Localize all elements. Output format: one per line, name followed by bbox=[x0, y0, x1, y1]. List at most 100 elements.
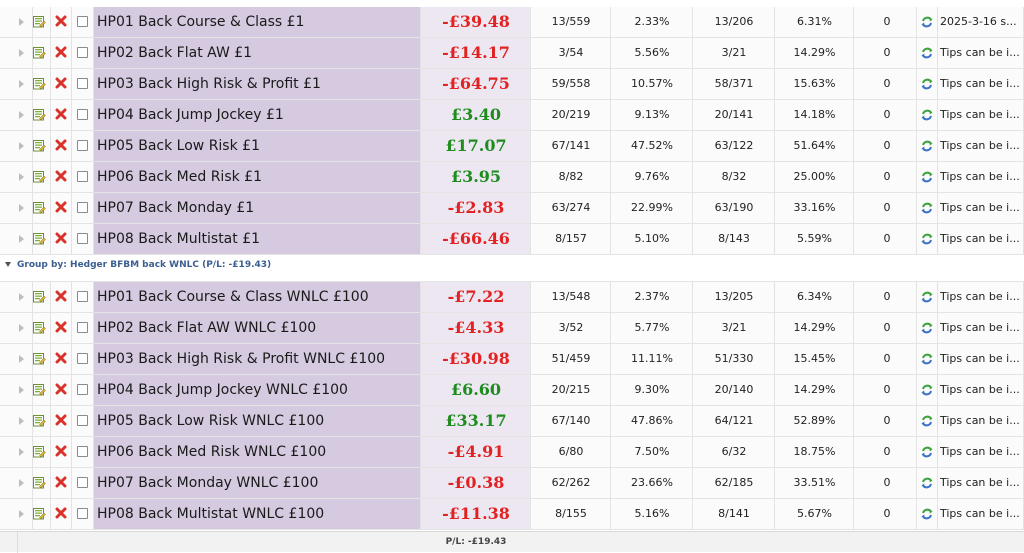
edit-icon[interactable] bbox=[33, 108, 46, 121]
refresh-icon[interactable] bbox=[920, 232, 934, 246]
refresh-icon[interactable] bbox=[920, 170, 934, 184]
edit-icon[interactable] bbox=[33, 414, 46, 427]
edit-icon[interactable] bbox=[33, 352, 46, 365]
delete-icon[interactable] bbox=[55, 201, 67, 213]
edit-icon[interactable] bbox=[33, 77, 46, 90]
expand-arrow-icon[interactable] bbox=[19, 417, 24, 425]
expand-arrow-icon[interactable] bbox=[19, 49, 24, 57]
table-row[interactable]: HP02 Back Flat AW £1 -£14.17 3/54 5.56% 3/21… bbox=[0, 38, 1024, 69]
table-row[interactable]: HP01 Back Course & Class £1 -£39.48 13/559… bbox=[0, 7, 1024, 38]
expand-arrow-icon[interactable] bbox=[19, 173, 24, 181]
grid-cell bbox=[17, 437, 33, 467]
expand-arrow-icon[interactable] bbox=[19, 386, 24, 394]
row-checkbox[interactable] bbox=[77, 16, 88, 27]
edit-icon[interactable] bbox=[33, 170, 46, 183]
expand-arrow-icon[interactable] bbox=[19, 18, 24, 26]
row-checkbox[interactable] bbox=[77, 477, 88, 488]
row-checkbox[interactable] bbox=[77, 233, 88, 244]
refresh-icon[interactable] bbox=[920, 414, 934, 428]
table-row[interactable]: HP04 Back Jump Jockey £1 £3.40 20/219 9.13%… bbox=[0, 100, 1024, 131]
row-checkbox[interactable] bbox=[77, 384, 88, 395]
table-row[interactable]: HP05 Back Low Risk £1 £17.07 67/141 47.52% 6… bbox=[0, 131, 1024, 162]
table-row[interactable]: HP06 Back Med Risk £1 £3.95 8/82 9.76% 8/32 2… bbox=[0, 162, 1024, 193]
edit-icon[interactable] bbox=[33, 507, 46, 520]
edit-icon[interactable] bbox=[33, 46, 46, 59]
delete-icon[interactable] bbox=[55, 139, 67, 151]
row-checkbox[interactable] bbox=[77, 140, 88, 151]
row-checkbox[interactable] bbox=[77, 415, 88, 426]
delete-icon[interactable] bbox=[55, 46, 67, 58]
refresh-icon[interactable] bbox=[920, 290, 934, 304]
collapse-arrow-icon[interactable] bbox=[5, 262, 11, 267]
table-row[interactable]: HP03 Back High Risk & Profit WNLC £100 -£… bbox=[0, 344, 1024, 375]
row-checkbox[interactable] bbox=[77, 508, 88, 519]
grid-cell bbox=[917, 437, 938, 467]
edit-icon[interactable] bbox=[33, 201, 46, 214]
delete-icon[interactable] bbox=[55, 15, 67, 27]
refresh-icon[interactable] bbox=[920, 352, 934, 366]
expand-arrow-icon[interactable] bbox=[19, 80, 24, 88]
table-row[interactable]: HP07 Back Monday WNLC £100 -£0.38 62/262 23… bbox=[0, 468, 1024, 499]
delete-icon[interactable] bbox=[55, 476, 67, 488]
edit-icon[interactable] bbox=[33, 476, 46, 489]
delete-icon[interactable] bbox=[55, 108, 67, 120]
expand-arrow-icon[interactable] bbox=[19, 142, 24, 150]
table-row[interactable]: HP01 Back Course & Class WNLC £100 -£7.22… bbox=[0, 282, 1024, 313]
refresh-icon[interactable] bbox=[920, 445, 934, 459]
refresh-icon[interactable] bbox=[920, 15, 934, 29]
edit-icon[interactable] bbox=[33, 15, 46, 28]
grid-cell bbox=[531, 313, 611, 343]
table-row[interactable]: HP04 Back Jump Jockey WNLC £100 £6.60 20/2… bbox=[0, 375, 1024, 406]
table-row[interactable]: HP02 Back Flat AW WNLC £100 -£4.33 3/52 5.7… bbox=[0, 313, 1024, 344]
table-row[interactable]: HP05 Back Low Risk WNLC £100 £33.17 67/140… bbox=[0, 406, 1024, 437]
edit-icon[interactable] bbox=[33, 139, 46, 152]
expand-arrow-icon[interactable] bbox=[19, 324, 24, 332]
row-checkbox[interactable] bbox=[77, 109, 88, 120]
row-checkbox[interactable] bbox=[77, 353, 88, 364]
row-checkbox[interactable] bbox=[77, 202, 88, 213]
row-checkbox[interactable] bbox=[77, 446, 88, 457]
row-checkbox[interactable] bbox=[77, 322, 88, 333]
expand-arrow-icon[interactable] bbox=[19, 111, 24, 119]
expand-arrow-icon[interactable] bbox=[19, 235, 24, 243]
refresh-icon[interactable] bbox=[920, 383, 934, 397]
refresh-icon[interactable] bbox=[920, 321, 934, 335]
table-row[interactable]: HP06 Back Med Risk WNLC £100 -£4.91 6/80 7.… bbox=[0, 437, 1024, 468]
table-row[interactable]: HP08 Back Multistat WNLC £100 -£11.38 8/15… bbox=[0, 499, 1024, 530]
row-checkbox[interactable] bbox=[77, 47, 88, 58]
edit-icon[interactable] bbox=[33, 290, 46, 303]
row-checkbox[interactable] bbox=[77, 291, 88, 302]
refresh-icon[interactable] bbox=[920, 139, 934, 153]
expand-arrow-icon[interactable] bbox=[19, 510, 24, 518]
refresh-icon[interactable] bbox=[920, 46, 934, 60]
expand-arrow-icon[interactable] bbox=[19, 204, 24, 212]
delete-icon[interactable] bbox=[55, 290, 67, 302]
edit-icon[interactable] bbox=[33, 383, 46, 396]
delete-icon[interactable] bbox=[55, 321, 67, 333]
delete-icon[interactable] bbox=[55, 170, 67, 182]
row-checkbox[interactable] bbox=[77, 78, 88, 89]
delete-icon[interactable] bbox=[55, 383, 67, 395]
refresh-icon[interactable] bbox=[920, 201, 934, 215]
delete-icon[interactable] bbox=[55, 77, 67, 89]
expand-arrow-icon[interactable] bbox=[19, 293, 24, 301]
row-checkbox[interactable] bbox=[77, 171, 88, 182]
expand-arrow-icon[interactable] bbox=[19, 355, 24, 363]
table-row[interactable]: HP07 Back Monday £1 -£2.83 63/274 22.99% 63/… bbox=[0, 193, 1024, 224]
refresh-icon[interactable] bbox=[920, 108, 934, 122]
refresh-icon[interactable] bbox=[920, 476, 934, 490]
delete-icon[interactable] bbox=[55, 414, 67, 426]
delete-icon[interactable] bbox=[55, 232, 67, 244]
edit-icon[interactable] bbox=[33, 445, 46, 458]
table-row[interactable]: HP03 Back High Risk & Profit £1 -£64.75 59… bbox=[0, 69, 1024, 100]
expand-arrow-icon[interactable] bbox=[19, 448, 24, 456]
table-row[interactable]: HP08 Back Multistat £1 -£66.46 8/157 5.10% 8… bbox=[0, 224, 1024, 255]
delete-icon[interactable] bbox=[55, 507, 67, 519]
expand-arrow-icon[interactable] bbox=[19, 479, 24, 487]
refresh-icon[interactable] bbox=[920, 77, 934, 91]
refresh-icon[interactable] bbox=[920, 507, 934, 521]
edit-icon[interactable] bbox=[33, 321, 46, 334]
edit-icon[interactable] bbox=[33, 232, 46, 245]
delete-icon[interactable] bbox=[55, 352, 67, 364]
delete-icon[interactable] bbox=[55, 445, 67, 457]
